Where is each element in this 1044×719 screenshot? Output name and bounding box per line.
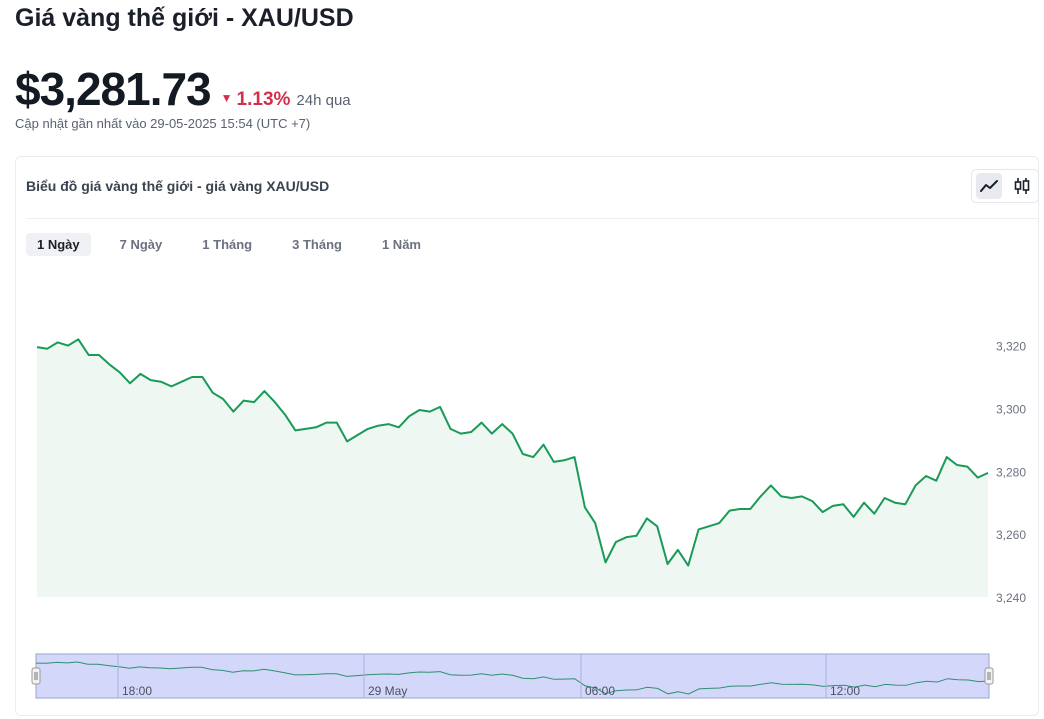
price-area [37,339,988,597]
line-chart-icon [979,180,998,192]
navigator-right-handle[interactable] [984,667,994,685]
price-chart: 3,240 3,260 3,280 3,300 3,320 18:00 29 May 06:0… [31,338,1026,699]
range-tab-1-month[interactable]: 1 Tháng [202,237,253,252]
range-tab-1-year[interactable]: 1 Năm [381,237,421,252]
range-tab-3-months[interactable]: 3 Tháng [292,237,342,252]
current-price: $3,281.73 [15,63,212,115]
price-summary: $3,281.73 ▼ 1.13% 24h qua [15,62,351,118]
navigator-x-label: 06:00 [585,684,615,698]
caret-down-icon: ▼ [220,91,233,105]
line-chart-button[interactable] [975,173,1002,199]
y-tick-label: 3,320 [996,340,1026,354]
navigator-window[interactable] [35,653,990,699]
y-tick-label: 3,240 [996,591,1026,605]
change-percent: 1.13% [236,89,291,110]
navigator-left-handle[interactable] [31,667,41,685]
navigator-series-line [35,661,990,695]
price-series-line [36,338,989,567]
change-period: 24h qua [296,92,351,109]
navigator-x-label: 12:00 [830,684,860,698]
range-tab-7-days[interactable]: 7 Ngày [119,237,163,252]
price-change: ▼ 1.13% [221,89,291,111]
chart-view-toggle [971,169,1039,203]
y-tick-label: 3,300 [996,402,1026,416]
candlestick-icon [1014,178,1029,194]
navigator-x-label: 29 May [368,684,407,698]
time-range-tabs: 1 Ngày 7 Ngày 1 Tháng 3 Tháng 1 Năm [26,233,450,256]
card-divider [26,218,1038,219]
chart-card: Biểu đồ giá vàng thế giới - giá vàng XAU… [15,156,1039,716]
page-title: Giá vàng thế giới - XAU/USD [15,4,354,32]
navigator-x-label: 18:00 [122,684,152,698]
y-tick-label: 3,260 [996,528,1026,542]
chart-title: Biểu đồ giá vàng thế giới - giá vàng XAU… [26,178,330,194]
range-tab-1-day[interactable]: 1 Ngày [26,233,91,256]
y-tick-label: 3,280 [996,465,1026,479]
last-updated: Cập nhật gần nhất vào 29-05-2025 15:54 (… [15,116,311,131]
candlestick-button[interactable] [1009,173,1035,199]
